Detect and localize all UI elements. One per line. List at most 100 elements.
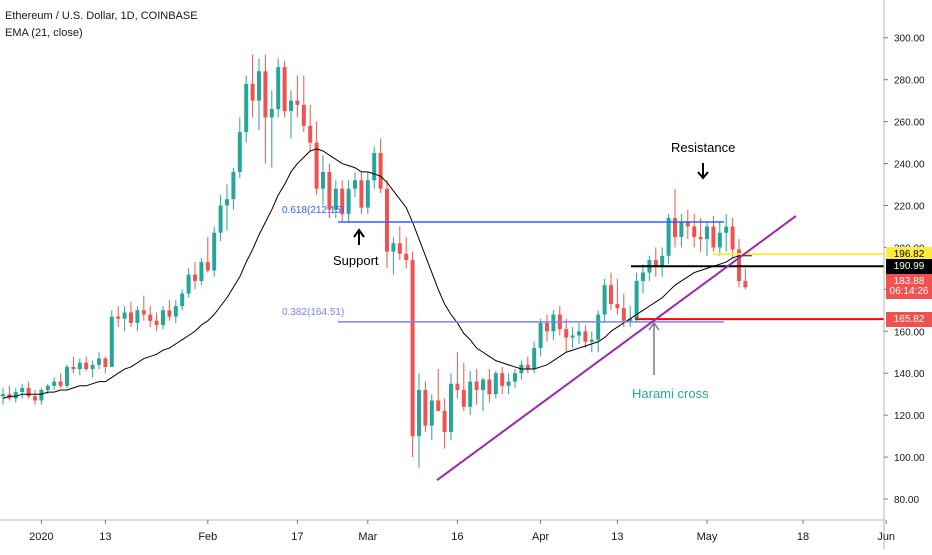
price-badge: 190.99 [886,258,932,274]
resistance-arrow-icon [697,163,709,180]
price-tick-label: 100.00 [894,453,925,464]
candle-body [455,383,460,390]
candle-body [65,366,69,386]
candle-body [500,373,505,386]
candle-body [333,188,338,210]
candle-body [141,310,146,315]
candle-body [461,390,466,407]
candle-body [77,362,82,370]
candle-body [199,262,204,281]
candle-body [506,381,511,386]
candle-body [628,318,633,321]
candle-body [685,222,690,227]
candle-body [346,188,351,214]
time-tick-label: Apr [532,531,549,543]
candle-body [301,104,306,126]
time-axis[interactable]: 2020 13 Feb 17 Mar 16 Apr 13 May 18 Jun [0,519,895,543]
time-tick-label: 13 [611,531,623,543]
candle-body [58,381,63,386]
candle-body [442,410,447,432]
harami-cross-label: Harami cross [632,386,709,401]
candle-body [397,243,402,254]
time-tick-label: 17 [291,531,303,543]
candle-body [26,387,31,397]
candle-body [698,236,703,240]
candle-body [103,358,108,367]
time-tick-label: 13 [99,531,111,543]
candle-body [269,109,274,118]
candle-body [468,381,473,407]
candle-body [391,243,396,252]
candle-body [340,188,345,214]
candle-body [244,83,249,133]
time-tick-label: Mar [358,531,377,543]
candle-body [513,373,517,382]
ema-line [2,148,752,399]
candle-body [71,366,76,370]
candle-body [577,331,581,336]
support-label: Support [333,253,379,268]
candle-body [257,71,261,101]
time-tick-label: 16 [451,531,463,543]
candle-body [135,310,140,323]
candle-body [641,272,645,281]
indicator-label: EMA (21, close) [5,27,83,39]
candle-body [679,222,684,237]
candle-body [570,335,575,338]
time-tick-label: 2020 [29,531,53,543]
price-tick-label: 160.00 [894,327,925,338]
candle-body [378,153,383,189]
candle-body [231,171,236,200]
candle-body [97,358,101,365]
candle-body [359,180,364,208]
candle-body [308,125,313,143]
candle-body [493,373,498,395]
candle-body [737,249,741,281]
time-tick-label: 18 [797,531,809,543]
candle-body [180,293,185,307]
candle-body [276,67,281,110]
candle-body [263,71,268,118]
price-tick-label: 260.00 [894,118,925,129]
candle-body [653,260,658,267]
candle-body [717,232,722,248]
candle-body [237,132,242,172]
candle-body [173,306,178,317]
candle-body [122,312,127,319]
candle-body [365,180,370,208]
candle-body [724,226,729,233]
candle-body [148,314,153,321]
candle-body [193,274,197,281]
symbol-title: Ethereum / U.S. Dollar, 1D, COINBASE [5,10,198,22]
ascending-trendline[interactable] [436,215,797,481]
candle-body [154,320,159,325]
candle-body [129,312,133,323]
price-tick-label: 280.00 [894,76,925,87]
candle-body [212,232,217,271]
candle-body [1,394,5,397]
candle-body [615,304,620,309]
candle-body [621,308,626,321]
candle-body [743,280,748,288]
fib-618-label: 0.618(212.15) [282,205,345,216]
candle-body [353,180,357,189]
candle-body [436,400,441,411]
candle-body [84,362,89,370]
candle-body [109,316,114,367]
candle-body [282,67,287,112]
support-arrow-icon [353,228,365,245]
candle-body [410,260,415,437]
candle-body [423,390,428,426]
candle-body [538,322,543,349]
candle-body [161,310,165,325]
candle-body [13,392,18,399]
price-badge: 165.82 [886,311,932,327]
price-tick-label: 240.00 [894,160,925,171]
candle-body [487,379,492,395]
candle-body [429,400,434,426]
candle-body [372,153,377,181]
price-badge: 06:14:26 [886,284,932,300]
candle-body [673,218,677,237]
